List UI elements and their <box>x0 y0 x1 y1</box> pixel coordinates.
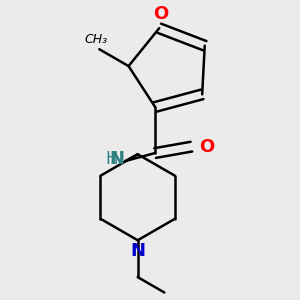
Text: H: H <box>105 151 118 169</box>
Text: CH₃: CH₃ <box>85 33 108 46</box>
Text: N: N <box>130 242 145 260</box>
Text: O: O <box>153 5 168 23</box>
Text: O: O <box>199 138 214 156</box>
Text: N: N <box>110 151 125 169</box>
